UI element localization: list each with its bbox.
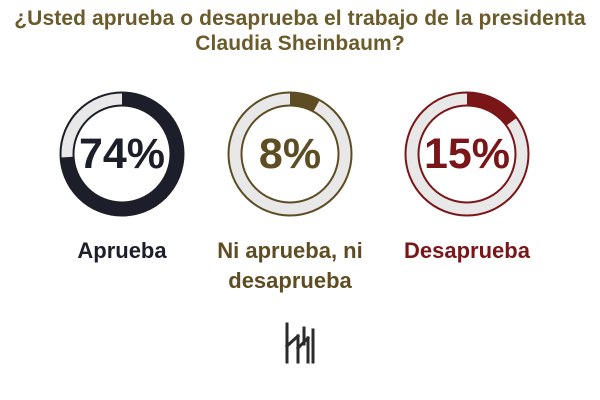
gauge-value-arc	[405, 92, 529, 216]
gauge-svg	[59, 91, 185, 217]
gauge-svg	[404, 91, 530, 217]
category-label-line: Ni aprueba, ni	[217, 238, 363, 263]
gauge-2: 8%	[220, 84, 360, 224]
chart-title: ¿Usted aprueba o desaprueba el trabajo d…	[0, 6, 600, 56]
category-label: Desaprueba	[367, 236, 567, 266]
chart-title-line-1: ¿Usted aprueba o desaprueba el trabajo d…	[14, 7, 586, 30]
category-label: Ni aprueba, ni desaprueba	[190, 236, 390, 296]
category-label-line: Aprueba	[77, 238, 167, 263]
pollster-logo-icon	[284, 322, 316, 366]
category-label-line: Desaprueba	[404, 238, 530, 263]
gauge-value-arc	[60, 92, 184, 216]
gauge-value-label: 74%	[78, 129, 166, 178]
gauge-svg	[227, 91, 353, 217]
gauge-value-label: 15%	[423, 129, 511, 178]
category-label-line: desaprueba	[228, 268, 352, 293]
gauge-1: 74%	[52, 84, 192, 224]
gauge-value-label: 8%	[258, 129, 322, 178]
category-label: Aprueba	[22, 236, 222, 266]
gauge-value-arc	[228, 92, 352, 216]
chart-title-line-2: Claudia Sheinbaum?	[195, 32, 405, 55]
gauge-3: 15%	[397, 84, 537, 224]
